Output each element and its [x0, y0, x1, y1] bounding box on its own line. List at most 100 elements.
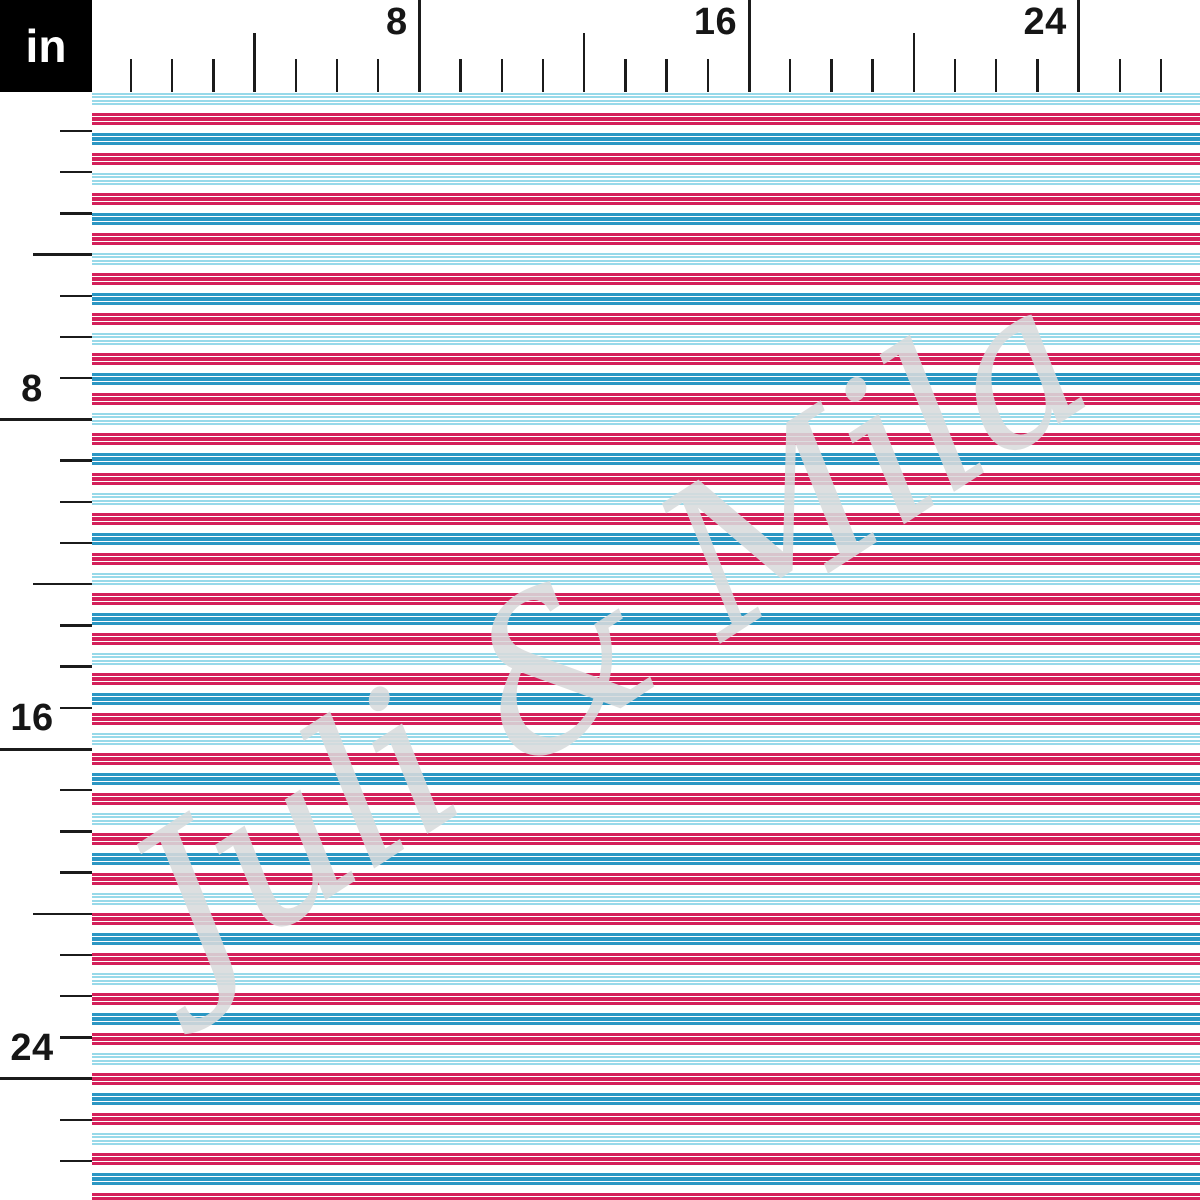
stripe-band-red: [92, 112, 1200, 127]
left-ruler-tick-8in: [0, 418, 92, 422]
stripe: [92, 103, 1200, 106]
stripe-band-darkblue: [92, 292, 1200, 307]
top-ruler-tick-14in: [665, 59, 668, 92]
stripe-band-lightblue: [92, 1052, 1200, 1067]
stripe-band-darkblue: [92, 132, 1200, 147]
stripe-band-lightblue: [92, 1132, 1200, 1147]
stripe: [92, 142, 1200, 146]
stripe-band-lightblue: [92, 92, 1200, 107]
stripe: [92, 437, 1200, 441]
left-ruler-tick-6in: [60, 335, 92, 339]
top-ruler-tick-5in: [294, 59, 298, 92]
stripe-band-red: [92, 832, 1200, 847]
stripe-band-red: [92, 152, 1200, 167]
stripe: [92, 656, 1200, 659]
stripe: [92, 622, 1200, 626]
stripe: [92, 397, 1200, 401]
left-ruler-tick-1in: [60, 129, 92, 133]
stripe: [92, 242, 1200, 246]
top-ruler-number-24: 24: [1023, 1, 1067, 43]
stripe: [92, 899, 1200, 902]
stripe: [92, 572, 1200, 575]
stripe: [92, 412, 1200, 415]
top-ruler-tick-1in: [129, 59, 133, 92]
stripe: [92, 632, 1200, 636]
left-ruler: 8 16 24: [0, 92, 92, 1200]
stripe: [92, 152, 1200, 156]
stripe: [92, 557, 1200, 561]
left-ruler-tick-25in: [60, 1118, 92, 1122]
left-ruler-tick-17in: [60, 788, 92, 792]
stripe: [92, 777, 1200, 781]
stripe: [92, 482, 1200, 486]
stripe: [92, 1177, 1200, 1181]
stripe: [92, 416, 1200, 419]
left-ruler-tick-3in: [60, 212, 92, 215]
stripe: [92, 132, 1200, 136]
stripe-band-lightblue: [92, 892, 1200, 907]
stripe: [92, 277, 1200, 281]
stripe: [92, 1092, 1200, 1096]
stripe: [92, 542, 1200, 546]
stripe: [92, 722, 1200, 726]
stripe: [92, 322, 1200, 326]
left-ruler-tick-7in: [60, 376, 92, 380]
stripe: [92, 92, 1200, 95]
stripe: [92, 1136, 1200, 1139]
stripe: [92, 702, 1200, 706]
left-ruler-tick-19in: [60, 871, 92, 874]
stripe: [92, 452, 1200, 456]
stripe: [92, 1197, 1200, 1200]
left-ruler-tick-22in: [60, 994, 92, 998]
left-ruler-tick-11in: [60, 541, 92, 545]
stripe-band-darkblue: [92, 612, 1200, 627]
stripe: [92, 682, 1200, 686]
stripe: [92, 237, 1200, 241]
stripe: [92, 532, 1200, 536]
stripe: [92, 192, 1200, 196]
stripe: [92, 692, 1200, 696]
stripe: [92, 712, 1200, 716]
stripe: [92, 317, 1200, 321]
stripe: [92, 752, 1200, 756]
stripe: [92, 697, 1200, 701]
stripe: [92, 419, 1200, 422]
stripe-band-darkblue: [92, 212, 1200, 227]
stripe: [92, 457, 1200, 461]
stripe-band-red: [92, 352, 1200, 367]
stripe: [92, 922, 1200, 926]
stripe: [92, 736, 1200, 739]
stripe: [92, 442, 1200, 446]
stripe: [92, 652, 1200, 655]
stripe: [92, 992, 1200, 996]
stripe: [92, 263, 1200, 266]
stripe: [92, 312, 1200, 316]
stripe: [92, 292, 1200, 296]
top-ruler-tick-6in: [335, 59, 339, 92]
stripe: [92, 976, 1200, 979]
top-ruler-tick-15in: [706, 59, 710, 92]
left-ruler-tick-20in: [33, 912, 92, 916]
stripe: [92, 339, 1200, 342]
stripe-band-red: [92, 672, 1200, 687]
stripe: [92, 816, 1200, 819]
stripe: [92, 812, 1200, 815]
stripe-band-lightblue: [92, 972, 1200, 987]
stripe: [92, 772, 1200, 776]
stripe: [92, 162, 1200, 166]
stripe-band-red: [92, 872, 1200, 887]
stripe: [92, 1122, 1200, 1126]
stripe: [92, 782, 1200, 786]
stripe: [92, 1172, 1200, 1176]
left-ruler-number-8: 8: [21, 367, 43, 410]
stripe-band-red: [92, 752, 1200, 767]
stripe-band-red: [92, 632, 1200, 647]
top-ruler-tick-9in: [459, 59, 462, 92]
stripe: [92, 1082, 1200, 1086]
stripe: [92, 117, 1200, 121]
stripe-band-darkblue: [92, 372, 1200, 387]
stripe: [92, 1042, 1200, 1046]
stripe: [92, 617, 1200, 621]
stripe-band-red: [92, 992, 1200, 1007]
stripe: [92, 937, 1200, 941]
